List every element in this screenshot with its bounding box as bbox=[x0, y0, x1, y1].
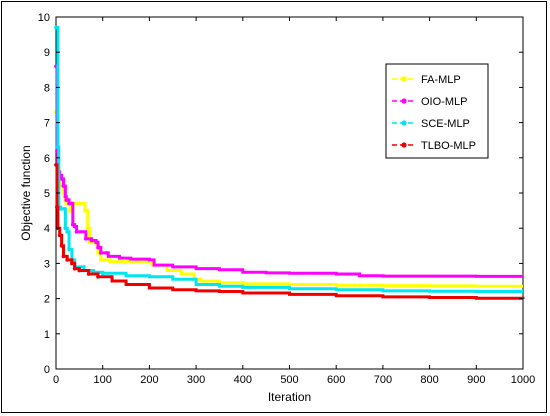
data-point bbox=[59, 243, 64, 248]
data-point bbox=[85, 226, 90, 230]
legend-marker bbox=[401, 76, 407, 82]
y-tick-label: 6 bbox=[44, 153, 50, 165]
data-point bbox=[64, 201, 69, 206]
data-point bbox=[63, 226, 68, 231]
data-point bbox=[61, 184, 66, 188]
x-tick-label: 600 bbox=[327, 374, 345, 386]
data-point bbox=[61, 191, 66, 195]
data-point bbox=[57, 233, 62, 238]
y-tick-label: 4 bbox=[44, 223, 50, 235]
x-tick-label: 1000 bbox=[511, 374, 535, 386]
data-point bbox=[85, 208, 89, 213]
data-point bbox=[86, 272, 91, 276]
x-tick-label: 800 bbox=[420, 374, 438, 386]
y-tick-label: 0 bbox=[44, 364, 50, 376]
data-point bbox=[99, 258, 103, 262]
legend-label: FA-MLP bbox=[421, 74, 461, 86]
data-point bbox=[69, 261, 74, 266]
data-point bbox=[83, 236, 88, 241]
y-tick-label: 2 bbox=[44, 294, 50, 306]
y-tick-label: 5 bbox=[44, 188, 50, 200]
x-tick-label: 200 bbox=[140, 374, 158, 386]
legend-item-tlbo-mlp: TLBO-MLP bbox=[392, 140, 476, 152]
y-tick-label: 3 bbox=[44, 258, 50, 270]
y-tick-label: 9 bbox=[44, 47, 50, 59]
data-point bbox=[96, 245, 100, 250]
data-point bbox=[98, 250, 103, 255]
y-tick-label: 8 bbox=[44, 82, 50, 94]
x-tick-label: 100 bbox=[94, 374, 112, 386]
data-point bbox=[89, 238, 94, 243]
data-point bbox=[62, 206, 67, 211]
data-point bbox=[67, 247, 71, 252]
x-tick-label: 0 bbox=[53, 374, 59, 386]
legend-label: OIO-MLP bbox=[421, 96, 467, 108]
data-point bbox=[94, 240, 99, 245]
x-tick-label: 700 bbox=[374, 374, 392, 386]
data-point bbox=[96, 251, 100, 255]
data-point bbox=[83, 208, 87, 213]
x-tick-label: 300 bbox=[187, 374, 205, 386]
data-point bbox=[55, 145, 60, 150]
x-tick-label: 400 bbox=[234, 374, 252, 386]
legend-marker bbox=[401, 98, 407, 104]
legend-item-sce-mlp: SCE-MLP bbox=[392, 118, 470, 130]
legend: FA-MLP OIO-MLP SCE-MLP TLBO-MLP bbox=[385, 63, 489, 159]
series-tlbo-mlp bbox=[54, 162, 525, 300]
data-point bbox=[66, 198, 71, 202]
data-point bbox=[69, 201, 74, 206]
legend-item-oio-mlp: OIO-MLP bbox=[392, 96, 467, 108]
y-tick-label: 7 bbox=[44, 118, 50, 130]
y-tick-label: 10 bbox=[38, 12, 50, 24]
data-point bbox=[67, 201, 71, 206]
data-point bbox=[54, 162, 58, 167]
legend-marker bbox=[401, 120, 407, 126]
data-point bbox=[100, 271, 105, 276]
y-tick-label: 1 bbox=[44, 329, 50, 341]
tick-layer: 0 100 200 300 400 500 600 700 800 900 1000 0 1 2 3 4 5 6 7… bbox=[38, 12, 535, 386]
data-point bbox=[87, 240, 92, 245]
data-point bbox=[68, 208, 72, 213]
legend-label: TLBO-MLP bbox=[421, 140, 476, 152]
data-point bbox=[59, 177, 64, 181]
legend-marker bbox=[401, 142, 407, 148]
data-point bbox=[63, 194, 68, 199]
series-line-oio-mlp bbox=[55, 64, 523, 278]
y-axis-title: Objective function bbox=[19, 145, 33, 240]
data-point bbox=[65, 229, 70, 234]
legend-item-fa-mlp: FA-MLP bbox=[392, 74, 461, 86]
data-point bbox=[55, 25, 59, 30]
x-tick-label: 900 bbox=[467, 374, 485, 386]
data-point bbox=[104, 250, 109, 255]
data-point bbox=[74, 229, 79, 234]
x-tick-label: 500 bbox=[280, 374, 298, 386]
series-layer bbox=[54, 25, 525, 300]
data-point bbox=[96, 274, 100, 279]
data-point bbox=[72, 266, 77, 271]
data-point bbox=[72, 224, 77, 229]
data-point bbox=[77, 268, 82, 273]
x-axis-title: Iteration bbox=[268, 390, 311, 404]
data-point bbox=[55, 205, 59, 209]
data-point bbox=[58, 206, 63, 211]
data-point bbox=[65, 257, 70, 262]
legend-label: SCE-MLP bbox=[421, 118, 470, 130]
data-point bbox=[82, 201, 86, 206]
data-point bbox=[61, 254, 66, 259]
